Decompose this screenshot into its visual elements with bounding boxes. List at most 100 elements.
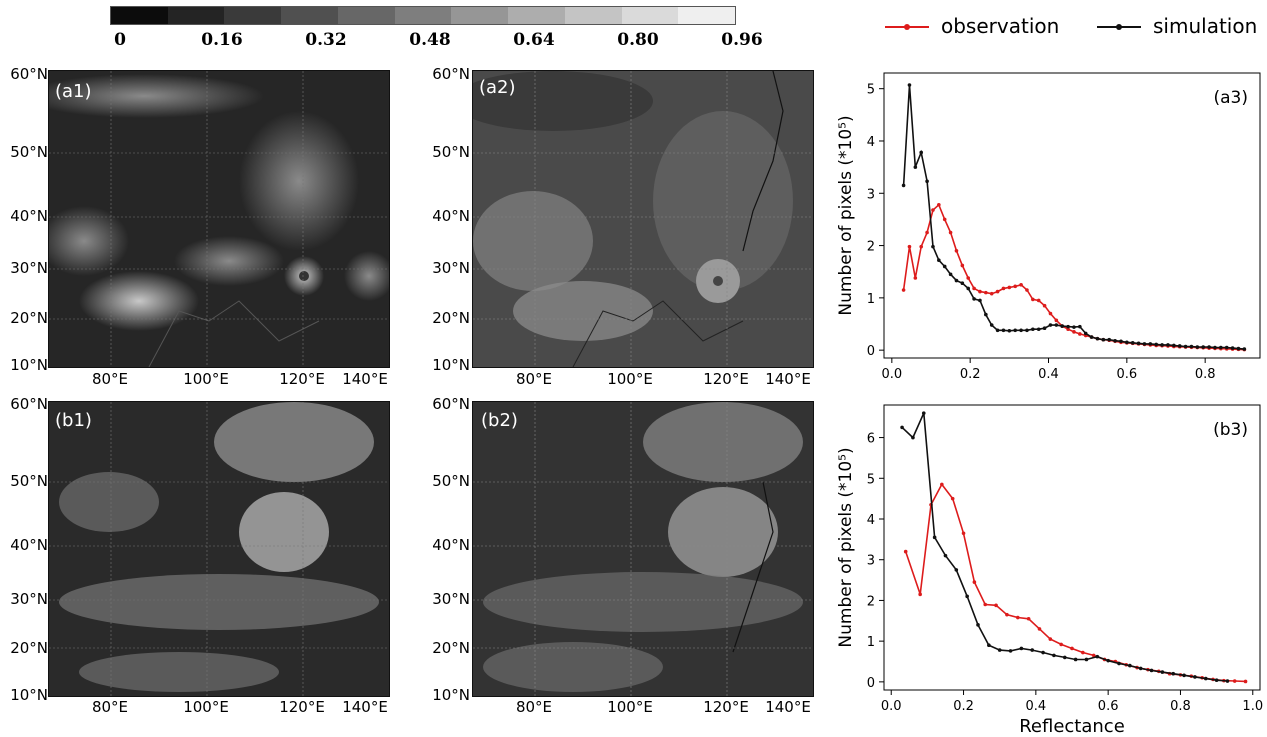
- data-point-observation: [907, 244, 912, 249]
- y-tick-label: 4: [867, 135, 875, 150]
- colorbar-segment: [337, 7, 395, 24]
- lon-label: 120°E: [279, 698, 325, 716]
- data-point-simulation: [919, 150, 924, 155]
- data-point-observation: [984, 290, 988, 295]
- series-line-simulation: [901, 412, 1228, 682]
- data-point-simulation: [1019, 328, 1023, 333]
- data-point-simulation: [1036, 327, 1041, 332]
- legend-simulation: simulation: [1097, 14, 1257, 38]
- data-point-simulation: [1041, 650, 1045, 655]
- data-point-simulation: [1193, 675, 1197, 679]
- data-point-observation: [995, 289, 1000, 294]
- data-point-observation: [1066, 327, 1070, 332]
- data-point-simulation: [1182, 673, 1186, 678]
- data-point-simulation: [1177, 344, 1182, 348]
- lon-label: 100°E: [183, 698, 229, 716]
- data-point-simulation: [931, 244, 935, 249]
- y-tick-label: 1: [867, 635, 875, 650]
- colorbar-segment: [224, 7, 282, 24]
- data-point-simulation: [960, 281, 965, 286]
- data-point-simulation: [976, 623, 980, 627]
- data-point-observation: [1048, 637, 1053, 641]
- chart-b3: 0.0 0.2 0.4 0.6 0.8 1.0 0 1 2 3 4 5 6 Number of pixel…: [836, 404, 1263, 737]
- data-point-simulation: [913, 165, 918, 169]
- data-point-simulation: [954, 568, 959, 572]
- data-point-observation: [954, 248, 959, 253]
- data-point-simulation: [937, 258, 941, 263]
- lat-label: 10°N: [10, 686, 48, 704]
- colorbar-tick-label: 0.96: [721, 30, 763, 50]
- data-point-observation: [1015, 615, 1020, 620]
- data-point-observation: [1054, 318, 1059, 323]
- data-point-simulation: [966, 286, 971, 291]
- data-point-simulation: [1236, 346, 1241, 351]
- data-point-simulation: [925, 179, 929, 184]
- lat-label: 40°N: [432, 536, 470, 554]
- data-point-simulation: [1148, 342, 1153, 346]
- data-point-observation: [1059, 642, 1063, 647]
- colorbar-segment: [111, 7, 168, 24]
- data-point-observation: [940, 482, 944, 487]
- lat-label: 20°N: [432, 639, 470, 657]
- lon-label: 120°E: [703, 698, 749, 716]
- data-point-simulation: [1025, 328, 1029, 333]
- data-point-observation: [950, 496, 955, 501]
- lat-label: 20°N: [10, 309, 48, 327]
- data-point-observation: [1091, 653, 1096, 658]
- legend-simulation-line: [1097, 24, 1141, 30]
- data-point-simulation: [907, 83, 912, 87]
- lat-label: 40°N: [10, 536, 48, 554]
- colorbar-segment: [508, 7, 565, 24]
- data-point-simulation: [1084, 657, 1089, 662]
- x-tick-label: 0.8: [1195, 367, 1216, 382]
- lon-label: 80°E: [91, 370, 129, 388]
- data-point-simulation: [1031, 327, 1035, 332]
- data-point-observation: [1019, 282, 1023, 287]
- colorbar-segment: [621, 7, 679, 24]
- lat-label: 60°N: [432, 395, 470, 413]
- data-point-simulation: [1089, 335, 1094, 339]
- lat-label: 10°N: [432, 356, 470, 374]
- data-point-simulation: [942, 264, 947, 269]
- lat-label: 50°N: [432, 143, 470, 161]
- data-point-simulation: [932, 535, 937, 540]
- x-tick-label: 0.6: [1098, 699, 1119, 714]
- y-tick-label: 1: [867, 292, 875, 307]
- data-point-simulation: [1183, 344, 1188, 349]
- data-point-simulation: [1136, 341, 1141, 346]
- lat-label: 10°N: [432, 686, 470, 704]
- x-tick-label: 0.4: [1026, 699, 1047, 714]
- lat-label: 20°N: [432, 309, 470, 327]
- x-tick-label: 0.2: [953, 699, 974, 714]
- lat-label: 40°N: [432, 207, 470, 225]
- data-point-simulation: [1117, 661, 1121, 666]
- data-point-observation: [1025, 288, 1029, 292]
- lon-label: 140°E: [765, 698, 811, 716]
- panel-label: (a3): [1214, 88, 1249, 108]
- y-tick-label: 3: [867, 554, 875, 569]
- y-tick-label: 4: [867, 513, 875, 528]
- data-point-observation: [1005, 612, 1009, 617]
- series-line-simulation: [902, 84, 1245, 350]
- data-point-observation: [1232, 679, 1237, 683]
- data-point-simulation: [1203, 676, 1208, 681]
- colorbar-segment: [678, 7, 736, 24]
- data-point-observation: [919, 244, 924, 249]
- lon-label: 120°E: [703, 370, 749, 388]
- data-point-observation: [978, 289, 982, 294]
- data-point-simulation: [1072, 325, 1076, 329]
- panel-label-a1: (a1): [55, 81, 92, 102]
- colorbar-tick-label: 0: [114, 30, 126, 50]
- lon-label: 140°E: [342, 698, 388, 716]
- colorbar: [110, 6, 736, 25]
- x-tick-label: 0.4: [1038, 367, 1059, 382]
- lat-label: 20°N: [10, 639, 48, 657]
- data-point-observation: [966, 276, 971, 280]
- data-point-simulation: [995, 328, 1000, 333]
- data-point-simulation: [1224, 345, 1229, 350]
- data-point-simulation: [954, 278, 959, 283]
- data-point-simulation: [901, 183, 906, 188]
- data-point-simulation: [911, 435, 915, 440]
- data-point-simulation: [984, 312, 988, 317]
- data-point-observation: [1007, 285, 1012, 290]
